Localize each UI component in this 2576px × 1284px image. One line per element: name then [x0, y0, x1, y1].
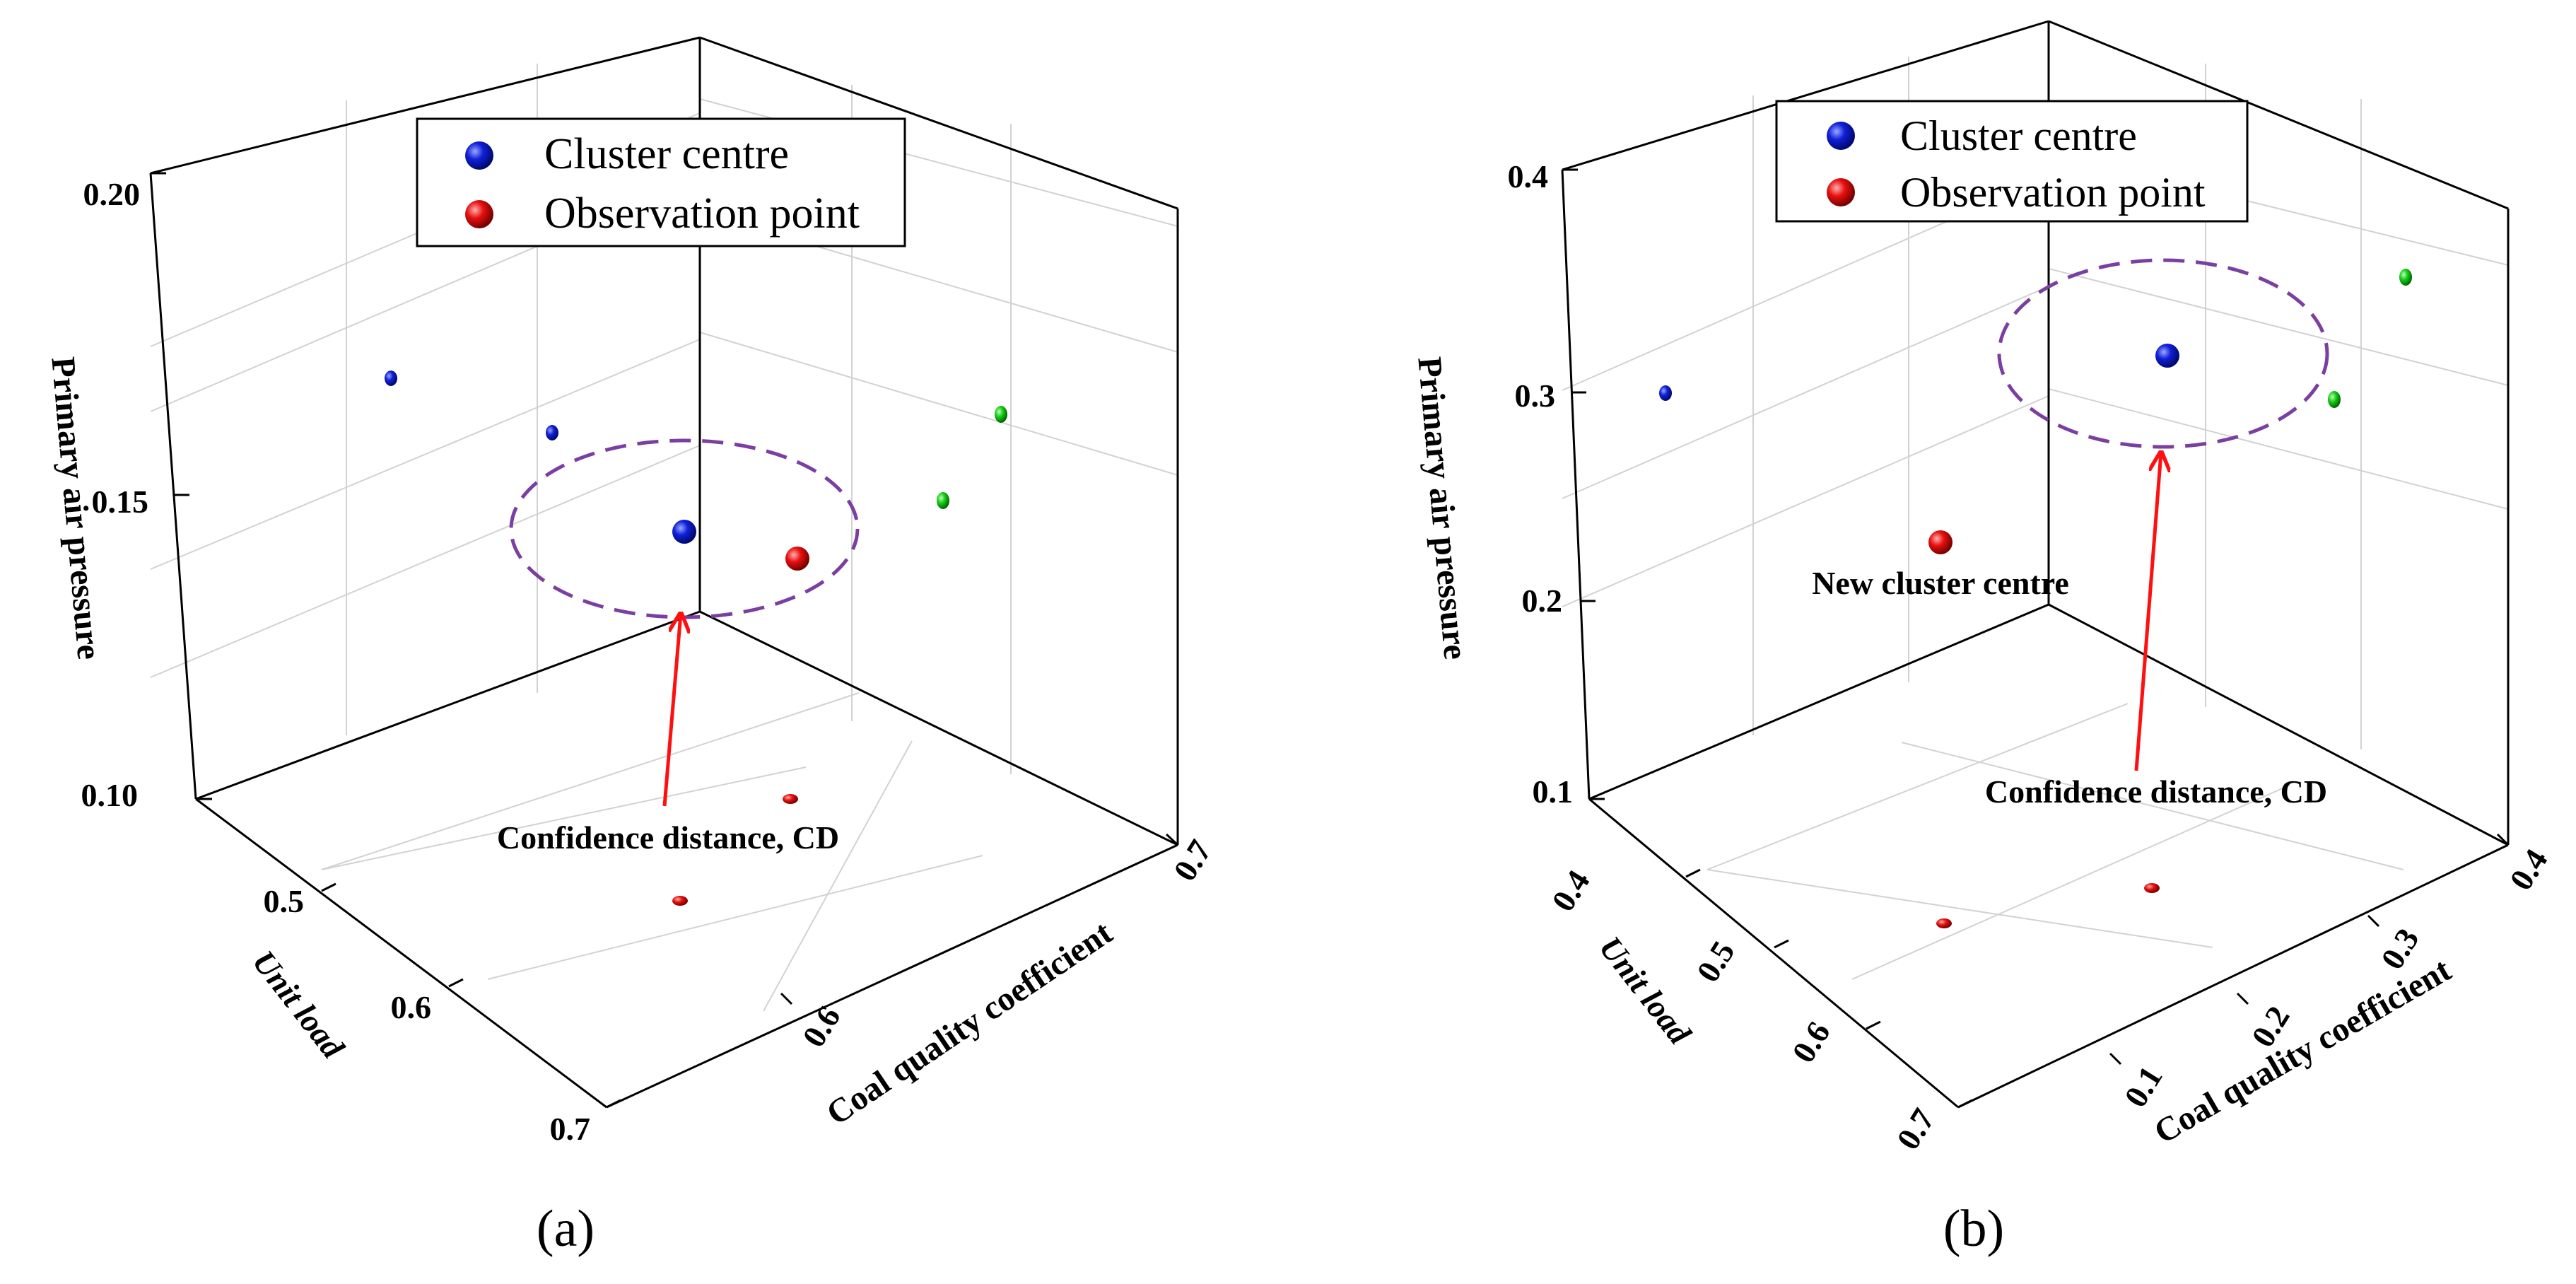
panel-label-b: (b): [1943, 1200, 2004, 1258]
x-tick-a-1: 0.6: [391, 989, 432, 1025]
legend-box-b: [1775, 100, 2249, 223]
legend-b: Cluster centre Observation point: [1775, 100, 2249, 223]
legend-observation-marker-b: [1827, 178, 1855, 206]
legend-cluster-label-a: Cluster centre: [544, 130, 789, 178]
point-a-2: [672, 520, 696, 544]
point-b-1: [2155, 344, 2179, 368]
z-label-b: Primary air pressure: [1410, 356, 1474, 661]
legend-cluster-marker-b: [1827, 122, 1855, 150]
y-tick-a-0: 0.6: [795, 1000, 848, 1054]
box-a: [149, 36, 1179, 1109]
point-b-0: [1659, 385, 1672, 401]
legend-cluster-label-b: Cluster centre: [1900, 112, 2137, 159]
z-tick-b-3: 0.4: [1508, 158, 1549, 194]
point-a-0: [385, 370, 397, 386]
box-b: [1561, 20, 2510, 1109]
x-label-a: Unit load: [245, 944, 351, 1066]
x-tick-b-1: 0.5: [1690, 935, 1742, 988]
legend-box-a: [416, 117, 906, 247]
point-b-6: [1936, 918, 1952, 928]
cd-arrow-b: [2134, 453, 2161, 771]
point-b-4: [2328, 391, 2341, 408]
tick-labels-a: 0.10 0.15 0.20 0.5 0.6 0.7 0.6 0.7: [81, 176, 1219, 1147]
y-label-b: Coal quality coefficient: [2148, 951, 2457, 1151]
cd-annotation-a: Confidence distance, CD: [497, 819, 839, 856]
point-b-5: [2144, 883, 2160, 893]
legend-cluster-marker-a: [465, 141, 493, 170]
x-tick-a-0: 0.5: [264, 883, 305, 919]
panel-a: 0.10 0.15 0.20 0.5 0.6 0.7 0.6 0.7 Prima…: [44, 36, 1219, 1258]
point-a-7: [672, 896, 688, 906]
x-tick-b-0: 0.4: [1545, 864, 1597, 918]
x-tick-b-3: 0.7: [1890, 1102, 1942, 1156]
ticks-b: [1562, 168, 2510, 1109]
y-label-a: Coal quality coefficient: [820, 914, 1119, 1132]
legend-observation-label-a: Observation point: [544, 189, 860, 238]
point-a-4: [995, 406, 1007, 423]
points-b: [1659, 269, 2412, 928]
legend-observation-label-b: Observation point: [1900, 169, 2206, 216]
z-tick-a-0: 0.10: [81, 777, 139, 813]
cd-arrow-a: [662, 614, 681, 807]
z-tick-b-0: 0.1: [1533, 774, 1574, 810]
z-tick-a-2: 0.20: [83, 176, 141, 212]
panel-b: 0.1 0.2 0.3 0.4 0.4 0.5 0.6 0.7 0.1 0.2 …: [1410, 20, 2555, 1258]
legend-a: Cluster centre Observation point: [416, 117, 906, 247]
confidence-ellipse-b: [1997, 258, 2329, 449]
x-tick-b-2: 0.6: [1785, 1015, 1837, 1069]
points-a: [385, 370, 1007, 906]
z-tick-a-1: 0.15: [92, 484, 149, 520]
panel-label-a: (a): [537, 1200, 595, 1258]
z-tick-b-2: 0.3: [1515, 378, 1556, 414]
new-cluster-annotation-b: New cluster centre: [1812, 565, 2069, 601]
point-b-3: [2399, 269, 2412, 286]
point-a-5: [937, 492, 949, 509]
ticks-a: [151, 172, 1179, 1109]
y-tick-b-3: 0.4: [2502, 843, 2555, 897]
legend-observation-marker-a: [465, 200, 493, 228]
x-label-b: Unit load: [1592, 930, 1698, 1051]
point-b-2: [1928, 530, 1953, 554]
cd-annotation-b: Confidence distance, CD: [1985, 774, 2327, 810]
point-a-3: [785, 547, 809, 571]
point-a-6: [783, 794, 798, 804]
y-tick-b-0: 0.1: [2117, 1060, 2170, 1114]
point-a-1: [546, 425, 558, 440]
x-tick-a-2: 0.7: [550, 1111, 591, 1147]
z-tick-b-1: 0.2: [1522, 583, 1563, 619]
